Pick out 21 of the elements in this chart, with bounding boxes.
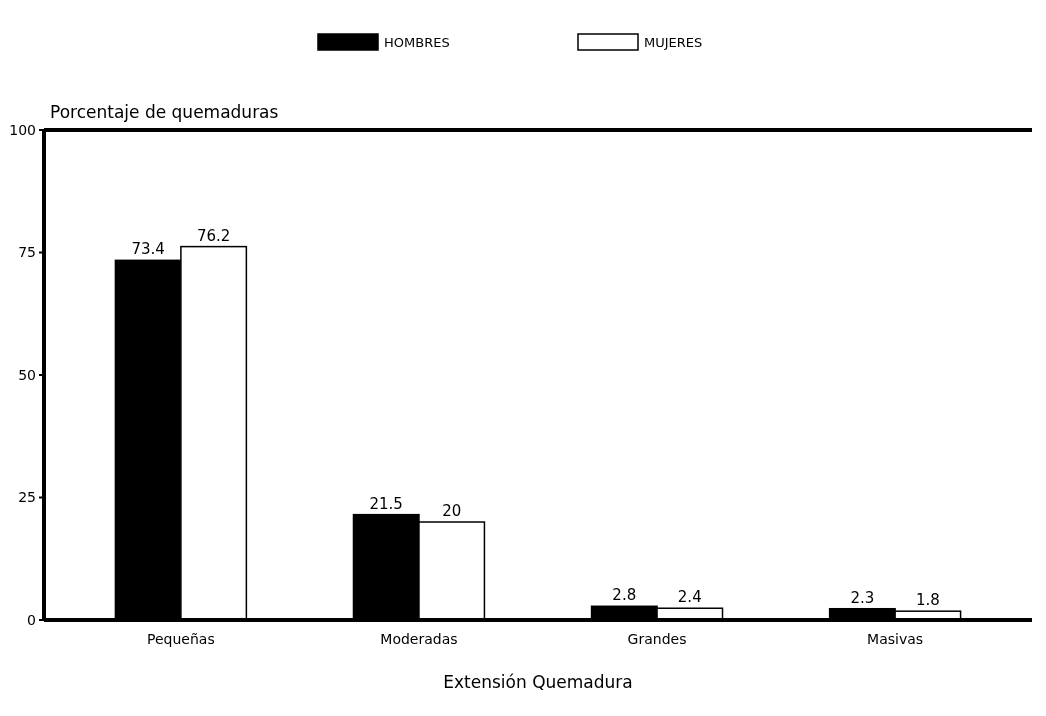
y-axis-title: Porcentaje de quemaduras [50,102,279,122]
data-label: 73.4 [131,240,165,259]
y-tick-label: 100 [9,121,36,138]
data-label: 20 [442,502,462,520]
data-label: 21.5 [369,494,403,513]
data-label: 2.4 [677,588,702,607]
y-tick-label: 0 [27,611,36,628]
x-axis-title: Extensión Quemadura [443,672,633,692]
data-label: 2.3 [850,588,875,607]
y-tick-label: 50 [18,366,36,383]
legend-label: MUJERES [644,34,703,50]
x-tick-label: Masivas [867,631,924,647]
y-tick-label: 75 [18,244,36,261]
x-tick-label: Pequeñas [147,631,215,647]
data-label: 1.8 [915,591,940,610]
data-label: 2.8 [612,586,637,605]
y-tick-label: 25 [18,489,36,506]
x-tick-label: Grandes [627,631,687,647]
legend-label: HOMBRES [384,34,450,50]
x-tick-label: Moderadas [380,631,458,647]
data-label: 76.2 [196,226,231,245]
